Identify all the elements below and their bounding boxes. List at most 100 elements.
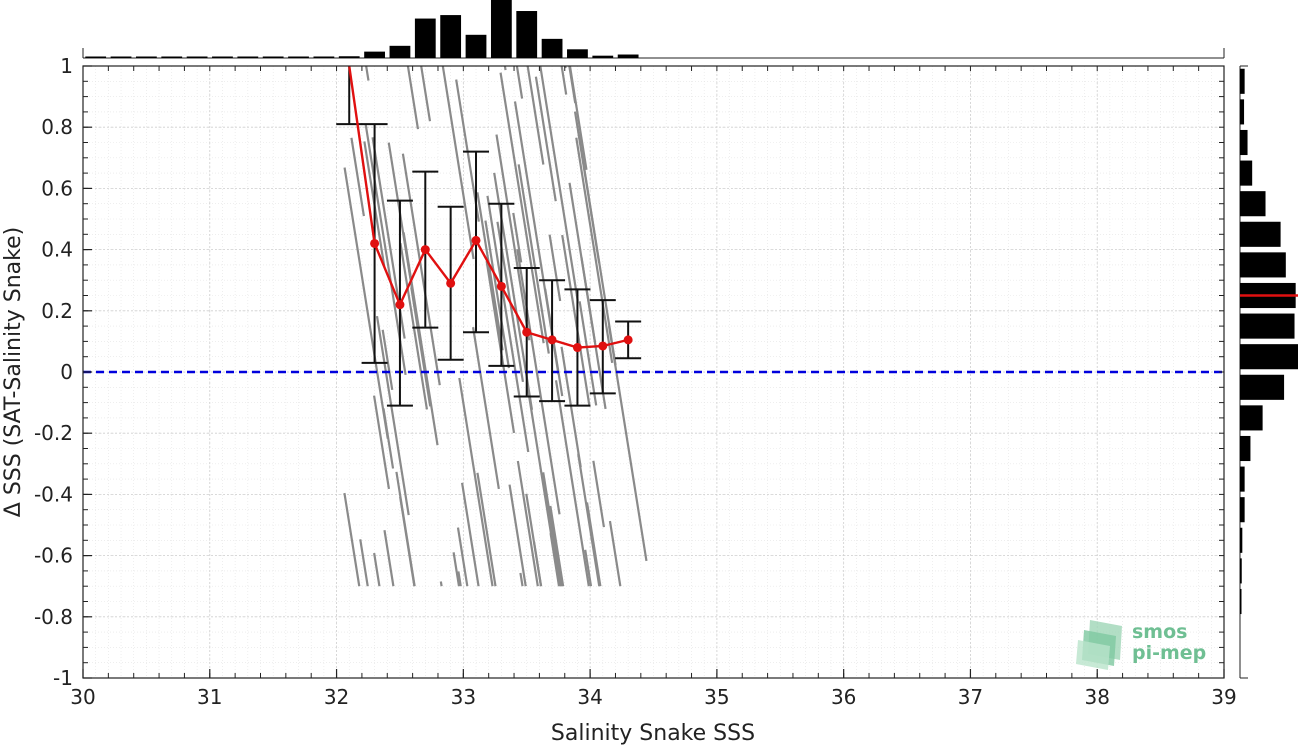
top-histogram-bar: [490, 0, 512, 58]
mean-point: [572, 343, 582, 353]
scatter-trace: [452, 552, 461, 587]
right-histogram-bar: [1240, 99, 1245, 125]
scatter-trace: [584, 549, 593, 587]
scatter-trace: [373, 552, 381, 587]
right-histogram-bar: [1240, 313, 1295, 339]
scatter-trace: [486, 195, 530, 453]
mean-point: [471, 235, 481, 245]
logo-line2: pi-mep: [1132, 642, 1206, 664]
scatter-trace: [375, 315, 410, 516]
top-histogram-bar: [567, 49, 588, 58]
scatter-trace: [495, 134, 531, 341]
scatter-trace: [568, 182, 607, 410]
top-histogram-bar: [414, 18, 436, 59]
scatter-trace: [485, 260, 516, 434]
top-histogram-bar: [364, 51, 385, 58]
scatter-trace: [350, 137, 365, 217]
right-histogram-bar: [1240, 435, 1251, 462]
scatter-trace: [399, 242, 429, 410]
mean-point: [623, 335, 633, 345]
x-tick-label: 34: [577, 685, 602, 709]
top-histogram-bar: [389, 45, 411, 58]
scatter-trace: [568, 65, 588, 170]
scatter-trace: [526, 65, 545, 165]
scatter-trace: [512, 212, 523, 263]
y-tick-label: 1: [60, 54, 73, 78]
mean-point: [446, 278, 456, 288]
scatter-trace: [560, 346, 582, 468]
x-tick-label: 36: [831, 685, 856, 709]
scatter-traces: [343, 65, 648, 587]
y-tick-label: -0.6: [34, 544, 73, 568]
scatter-trace: [519, 572, 524, 587]
scatter-trace: [471, 327, 500, 490]
mean-point: [395, 300, 405, 310]
top-histogram-bar: [85, 56, 107, 58]
mean-point: [522, 327, 532, 337]
scatter-trace: [359, 539, 369, 587]
mean-point: [547, 335, 557, 345]
scatter-trace: [534, 76, 557, 202]
scatter-trace: [484, 220, 511, 369]
top-histogram-bar: [592, 55, 614, 58]
y-tick-label: -1: [53, 666, 73, 690]
scatter-trace: [516, 460, 539, 587]
top-histogram-bar: [237, 56, 259, 58]
top-histogram-bar: [313, 56, 335, 58]
y-tick-label: 0.6: [41, 176, 73, 200]
scatter-trace: [503, 65, 507, 71]
x-tick-label: 38: [1084, 685, 1109, 709]
right-histogram-bar: [1240, 252, 1286, 278]
y-tick-label: 0.8: [41, 115, 73, 139]
scatter-trace: [364, 123, 407, 376]
right-histogram-bar: [1240, 160, 1253, 186]
scatter-trace: [458, 377, 494, 587]
mean-point: [598, 341, 608, 351]
scatter-trace: [401, 153, 441, 386]
right-histogram-bar: [1240, 191, 1266, 217]
x-tick-label: 39: [1211, 685, 1236, 709]
scatter-trace: [395, 471, 416, 587]
right-histogram-bar: [1240, 497, 1245, 523]
smos-pi-mep-logo: smos pi-mep: [1076, 620, 1206, 670]
scatter-trace: [365, 65, 370, 81]
scatter-trace: [457, 571, 462, 587]
tick-marks: [82, 65, 1225, 679]
scatter-trace: [343, 492, 361, 587]
right-histogram-bar: [1240, 344, 1298, 370]
y-tick-label: 0: [60, 360, 73, 384]
scatter-trace: [441, 65, 475, 260]
scatter-trace: [608, 520, 622, 587]
scatter-trace: [578, 301, 598, 406]
top-histogram-bar: [161, 56, 183, 58]
scatter-trace: [607, 326, 648, 562]
right-histogram-bar: [1240, 558, 1242, 584]
y-tick-label: -0.4: [34, 482, 73, 506]
scatter-trace: [372, 395, 391, 490]
top-histogram-bar: [186, 56, 208, 58]
scatter-trace: [508, 484, 527, 587]
scatter-trace: [561, 234, 591, 406]
y-tick-label: -0.2: [34, 421, 73, 445]
scatter-trace: [525, 493, 543, 587]
scatter-trace: [403, 238, 429, 382]
scatter-trace: [554, 380, 590, 587]
top-histogram-bar: [262, 56, 284, 58]
top-histogram: [82, 0, 1225, 59]
scatter-trace: [515, 65, 524, 99]
scatter-trace: [560, 65, 568, 95]
scatter-trace: [406, 65, 420, 130]
scatter-trace: [539, 65, 579, 302]
scatter-trace: [548, 234, 562, 302]
scatter-trace: [526, 384, 557, 563]
right-histogram-bar: [1240, 588, 1242, 615]
right-histogram-bar: [1240, 221, 1281, 247]
scatter-trace: [381, 329, 394, 391]
right-histogram-bar: [1240, 527, 1243, 553]
y-tick-label: -0.8: [34, 605, 73, 629]
x-tick-label: 37: [958, 685, 983, 709]
mean-series: [348, 65, 633, 353]
scatter-trace: [549, 505, 565, 587]
right-histogram-bar: [1240, 405, 1263, 431]
